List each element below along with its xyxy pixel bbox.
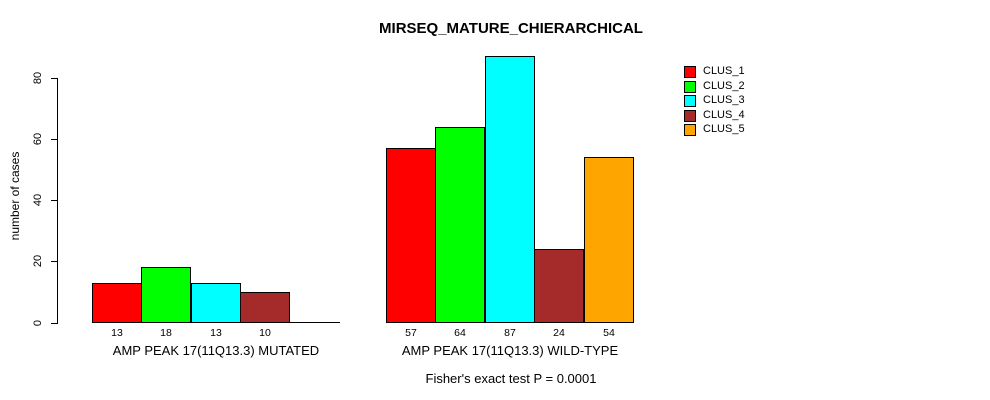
bar-clus_3 bbox=[485, 56, 535, 323]
y-axis-tick bbox=[51, 139, 57, 140]
legend-item: CLUS_3 bbox=[684, 94, 745, 107]
bar-value-label: 13 bbox=[111, 327, 123, 339]
y-axis-label: number of cases bbox=[8, 151, 22, 241]
legend-swatch-icon bbox=[684, 109, 696, 122]
legend-item: CLUS_1 bbox=[684, 65, 745, 78]
legend-swatch-icon bbox=[684, 94, 696, 107]
legend-label: CLUS_4 bbox=[703, 109, 745, 121]
bar-clus_2 bbox=[435, 127, 485, 323]
bar-clus_5 bbox=[584, 157, 634, 323]
legend-swatch-icon bbox=[684, 65, 696, 78]
bar-value-label: 64 bbox=[454, 327, 466, 339]
y-tick-label: 20 bbox=[32, 254, 44, 268]
bar-value-label: 87 bbox=[504, 327, 516, 339]
y-axis-line bbox=[57, 78, 58, 324]
bar-clus_4 bbox=[240, 292, 290, 323]
legend-label: CLUS_2 bbox=[703, 80, 745, 92]
y-tick-label: 0 bbox=[32, 319, 44, 327]
y-axis-tick bbox=[51, 78, 57, 79]
x-group-label: AMP PEAK 17(11Q13.3) MUTATED bbox=[112, 343, 320, 358]
chart-title: MIRSEQ_MATURE_CHIERARCHICAL bbox=[379, 20, 643, 37]
bar-clus_3 bbox=[191, 283, 241, 323]
bar-clus_1 bbox=[92, 283, 142, 323]
legend-swatch-icon bbox=[684, 80, 696, 93]
legend-label: CLUS_1 bbox=[703, 65, 745, 77]
x-group-label: AMP PEAK 17(11Q13.3) WILD-TYPE bbox=[401, 343, 619, 358]
y-axis-tick bbox=[51, 261, 57, 262]
bar-value-label: 54 bbox=[603, 327, 615, 339]
y-tick-label: 80 bbox=[32, 71, 44, 85]
bar-value-label: 13 bbox=[210, 327, 222, 339]
bar-clus_1 bbox=[386, 148, 436, 323]
bar-value-label: 10 bbox=[259, 327, 271, 339]
legend-swatch-icon bbox=[684, 123, 696, 136]
bar-clus_2 bbox=[141, 267, 191, 323]
y-tick-label: 60 bbox=[32, 132, 44, 146]
bar-value-label: 18 bbox=[160, 327, 172, 339]
legend-label: CLUS_3 bbox=[703, 94, 745, 106]
y-tick-label: 40 bbox=[32, 193, 44, 207]
bar-clus_4 bbox=[534, 249, 584, 323]
legend-label: CLUS_5 bbox=[703, 123, 745, 135]
y-axis-tick bbox=[51, 323, 57, 324]
bar-value-label: 57 bbox=[405, 327, 417, 339]
chart-subtitle: Fisher's exact test P = 0.0001 bbox=[425, 371, 597, 386]
y-axis-tick bbox=[51, 200, 57, 201]
bar-value-label: 24 bbox=[553, 327, 565, 339]
legend-item: CLUS_2 bbox=[684, 80, 745, 93]
legend-item: CLUS_4 bbox=[684, 109, 745, 122]
legend-item: CLUS_5 bbox=[684, 123, 745, 136]
